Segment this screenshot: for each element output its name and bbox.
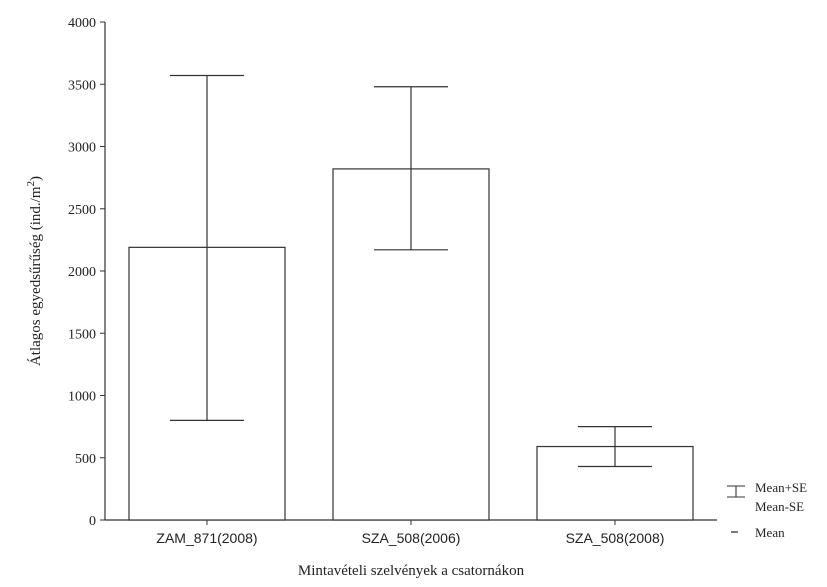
y-tick-label: 4000: [68, 16, 96, 31]
x-tick-labels: ZAM_871(2008) SZA_508(2006) SZA_508(2008): [156, 520, 664, 546]
y-tick-label: 2000: [68, 265, 96, 280]
legend-label-mean-minus-se: Mean-SE: [755, 499, 804, 514]
y-tick-label: 2500: [68, 203, 96, 218]
y-tick-label: 3500: [68, 78, 96, 93]
x-tick-label: SZA_508(2008): [566, 530, 665, 546]
y-axis-title-main: Átlagos egyedsűrűség (ind./m: [27, 186, 44, 366]
y-axis-title-superscript: 2: [25, 181, 37, 187]
x-tick-label: SZA_508(2006): [362, 530, 461, 546]
legend-label-mean-plus-se: Mean+SE: [755, 480, 807, 495]
y-axis-title-end: ): [28, 176, 44, 181]
error-bars: [170, 74, 652, 468]
y-tick-label: 3000: [68, 141, 96, 156]
y-tick-label: 1500: [68, 327, 96, 342]
y-tick-label: 500: [75, 452, 96, 467]
legend: Mean+SE Mean-SE Mean: [727, 480, 807, 540]
y-axis-title: Átlagos egyedsűrűség (ind./m2): [25, 176, 44, 366]
x-tick-label: ZAM_871(2008): [156, 530, 257, 546]
legend-label-mean: Mean: [755, 525, 785, 540]
y-ticks: 0 500 1000 1500 2000 2500 3000 3500 4000: [68, 16, 105, 529]
y-tick-label: 1000: [68, 390, 96, 405]
x-axis-title: Mintavételi szelvények a csatornákon: [298, 563, 525, 579]
y-tick-label: 0: [89, 514, 96, 529]
